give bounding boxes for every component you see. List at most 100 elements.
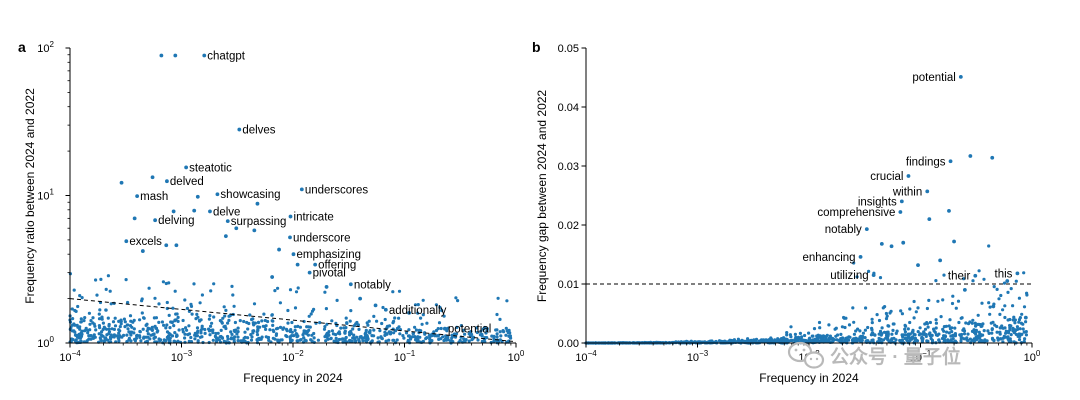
data-point	[795, 336, 799, 340]
data-point	[942, 273, 946, 277]
data-point	[251, 321, 255, 325]
data-point	[165, 323, 169, 327]
data-point	[343, 339, 347, 343]
data-point	[506, 331, 510, 335]
data-point	[934, 321, 939, 325]
data-point	[424, 337, 428, 341]
data-point	[784, 338, 788, 342]
word-label: delving	[158, 215, 194, 227]
data-point	[200, 327, 204, 331]
data-point	[402, 336, 406, 340]
data-point	[324, 307, 328, 311]
data-point	[796, 339, 800, 343]
data-point	[421, 313, 425, 317]
data-point	[997, 297, 1001, 301]
data-point	[829, 337, 833, 341]
data-point	[793, 332, 798, 336]
labeled-point	[215, 192, 220, 197]
data-point	[941, 327, 945, 331]
data-point	[91, 316, 95, 320]
data-point	[1012, 331, 1017, 335]
data-point	[101, 334, 105, 338]
data-point	[1023, 315, 1028, 320]
data-point	[1011, 326, 1015, 330]
data-point	[884, 317, 889, 321]
data-point	[296, 286, 300, 290]
reference-line-a	[69, 298, 517, 343]
data-point	[117, 328, 121, 332]
data-point	[230, 284, 234, 288]
data-point	[496, 296, 500, 300]
data-point	[895, 329, 899, 333]
data-point	[861, 331, 866, 335]
data-point	[480, 334, 484, 338]
data-point	[462, 328, 466, 332]
data-point	[207, 328, 212, 332]
data-point	[413, 303, 418, 307]
data-point	[286, 321, 290, 325]
data-point	[236, 335, 240, 339]
data-point	[479, 329, 483, 333]
data-point	[1008, 317, 1012, 322]
data-point	[161, 280, 165, 284]
data-point	[1001, 308, 1005, 312]
data-point	[210, 321, 214, 325]
data-point	[141, 327, 145, 331]
data-point	[485, 328, 489, 333]
data-point	[71, 317, 75, 321]
data-point	[212, 282, 216, 286]
data-point	[138, 318, 142, 322]
data-point	[194, 317, 198, 321]
labeled-point	[864, 227, 869, 232]
data-point	[256, 325, 260, 329]
data-point	[938, 258, 943, 263]
data-point	[79, 340, 83, 344]
word-label: mash	[140, 191, 168, 203]
data-point	[359, 335, 363, 339]
data-point	[289, 339, 293, 343]
labeled-point	[184, 165, 189, 170]
data-point	[173, 53, 178, 58]
data-point	[128, 314, 133, 318]
data-point	[835, 338, 839, 342]
data-point	[214, 335, 218, 339]
data-point	[877, 318, 882, 323]
data-point	[149, 327, 153, 331]
data-point	[310, 339, 314, 343]
data-point	[889, 309, 893, 313]
data-point	[492, 337, 496, 341]
data-point	[226, 337, 230, 341]
data-point	[139, 339, 143, 343]
data-point	[101, 321, 105, 325]
data-point	[880, 326, 884, 330]
data-point	[971, 279, 975, 283]
data-point	[89, 319, 93, 323]
data-point	[446, 326, 450, 330]
data-point	[306, 325, 311, 329]
data-point	[193, 333, 197, 337]
data-point	[86, 329, 90, 333]
data-point	[83, 316, 87, 320]
data-point	[326, 337, 330, 341]
data-point	[444, 338, 448, 342]
data-point	[870, 317, 874, 321]
data-point	[173, 331, 177, 335]
data-point	[475, 330, 479, 335]
data-point	[817, 320, 822, 325]
data-point	[920, 339, 925, 343]
data-point	[446, 335, 450, 339]
data-point	[146, 335, 150, 339]
word-label: enhancing	[802, 252, 855, 264]
data-point	[248, 313, 252, 317]
data-point	[293, 328, 297, 332]
data-point	[229, 330, 233, 334]
data-point	[494, 328, 498, 332]
y-tick-label-a: 101	[37, 188, 54, 203]
data-point	[255, 201, 260, 206]
watermark: 公众号 · 量子位	[787, 341, 961, 369]
data-point	[861, 334, 865, 339]
data-point	[1003, 304, 1007, 308]
data-point	[995, 330, 999, 334]
labeled-point	[153, 218, 158, 223]
